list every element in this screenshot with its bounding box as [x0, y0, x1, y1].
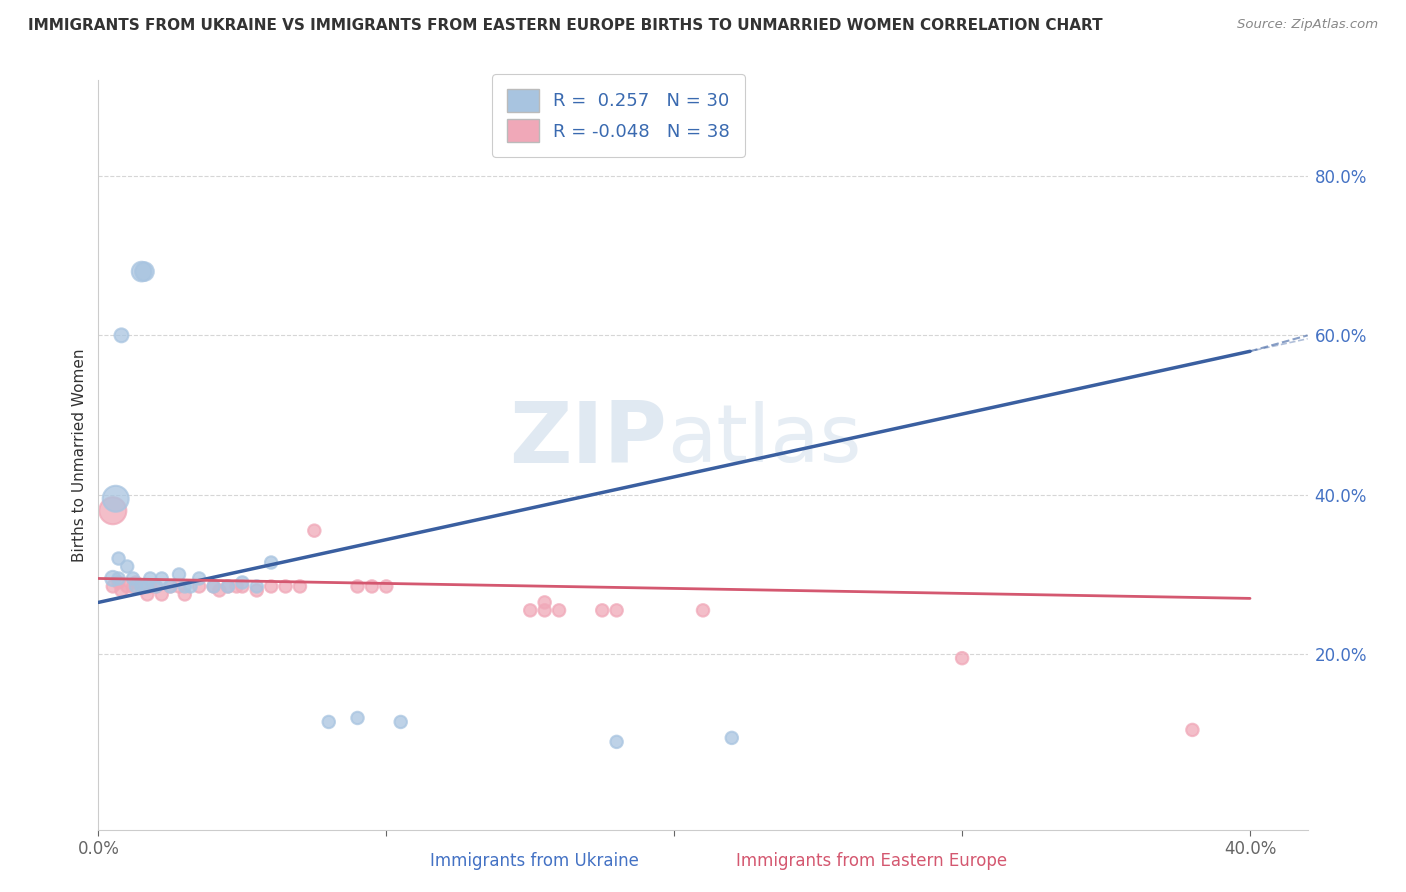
Point: [104, 491, 127, 506]
Point: [519, 603, 541, 617]
Point: [107, 551, 129, 566]
Point: [173, 587, 195, 601]
Point: [101, 504, 124, 518]
Point: [167, 567, 190, 582]
Point: [173, 579, 195, 593]
Point: [375, 579, 398, 593]
Point: [122, 572, 145, 586]
Point: [145, 579, 167, 593]
Point: [139, 572, 162, 586]
Y-axis label: Births to Unmarried Women: Births to Unmarried Women: [72, 348, 87, 562]
Point: [131, 264, 153, 278]
Point: [208, 583, 231, 598]
Point: [101, 579, 124, 593]
Point: [591, 603, 613, 617]
Point: [217, 579, 239, 593]
Point: [361, 579, 384, 593]
Point: [188, 572, 211, 586]
Point: [225, 579, 247, 593]
Point: [346, 711, 368, 725]
Point: [110, 583, 132, 598]
Point: [606, 603, 628, 617]
Point: [260, 556, 283, 570]
Point: [134, 264, 156, 278]
Text: Immigrants from Ukraine: Immigrants from Ukraine: [430, 852, 638, 870]
Point: [274, 579, 297, 593]
Point: [720, 731, 742, 745]
Point: [180, 579, 202, 593]
Point: [202, 579, 225, 593]
Point: [548, 603, 571, 617]
Point: [125, 579, 148, 593]
Point: [159, 579, 181, 593]
Point: [533, 603, 555, 617]
Point: [606, 735, 628, 749]
Point: [101, 572, 124, 586]
Point: [115, 559, 138, 574]
Point: [125, 575, 148, 590]
Point: [145, 579, 167, 593]
Point: [150, 587, 173, 601]
Point: [533, 595, 555, 609]
Text: IMMIGRANTS FROM UKRAINE VS IMMIGRANTS FROM EASTERN EUROPE BIRTHS TO UNMARRIED WO: IMMIGRANTS FROM UKRAINE VS IMMIGRANTS FR…: [28, 18, 1102, 33]
Legend: R =  0.257   N = 30, R = -0.048   N = 38: R = 0.257 N = 30, R = -0.048 N = 38: [492, 74, 745, 157]
Point: [231, 575, 253, 590]
Point: [389, 714, 412, 729]
Point: [136, 587, 159, 601]
Point: [188, 579, 211, 593]
Point: [150, 572, 173, 586]
Point: [115, 579, 138, 593]
Point: [346, 579, 368, 593]
Point: [139, 579, 162, 593]
Point: [136, 579, 159, 593]
Point: [110, 328, 132, 343]
Point: [217, 579, 239, 593]
Point: [231, 579, 253, 593]
Text: atlas: atlas: [666, 401, 860, 479]
Text: Source: ZipAtlas.com: Source: ZipAtlas.com: [1237, 18, 1378, 31]
Point: [304, 524, 326, 538]
Point: [131, 579, 153, 593]
Point: [246, 579, 269, 593]
Point: [202, 579, 225, 593]
Point: [260, 579, 283, 593]
Point: [318, 714, 340, 729]
Point: [288, 579, 311, 593]
Point: [122, 579, 145, 593]
Point: [167, 579, 190, 593]
Point: [107, 575, 129, 590]
Point: [1181, 723, 1204, 737]
Point: [107, 572, 129, 586]
Text: Immigrants from Eastern Europe: Immigrants from Eastern Europe: [737, 852, 1007, 870]
Point: [692, 603, 714, 617]
Point: [159, 579, 181, 593]
Text: ZIP: ZIP: [509, 399, 666, 482]
Point: [246, 583, 269, 598]
Point: [131, 579, 153, 593]
Point: [950, 651, 973, 665]
